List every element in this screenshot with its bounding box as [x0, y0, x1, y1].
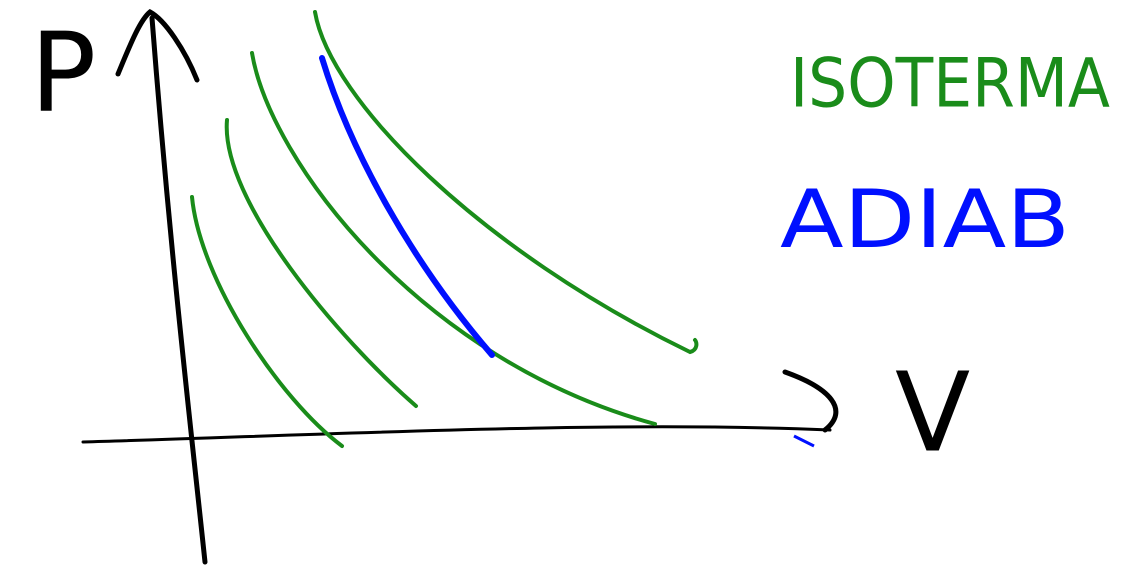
- isotherm: [313, 10, 699, 355]
- isotherm: [190, 195, 344, 448]
- isotherm: [250, 51, 657, 426]
- isotherm: [224, 118, 418, 408]
- x-arrow: [782, 369, 839, 433]
- y-axis: [149, 15, 208, 565]
- mark: [793, 434, 815, 448]
- isotherm-label: ISOTERMA: [790, 45, 1110, 124]
- x-axis: [81, 425, 832, 444]
- adiabat-label: ADIAB: [780, 173, 1070, 266]
- adiabat: [319, 55, 495, 358]
- p-label: P: [30, 8, 96, 136]
- v-label: V: [895, 348, 970, 476]
- y-arrow: [115, 9, 200, 83]
